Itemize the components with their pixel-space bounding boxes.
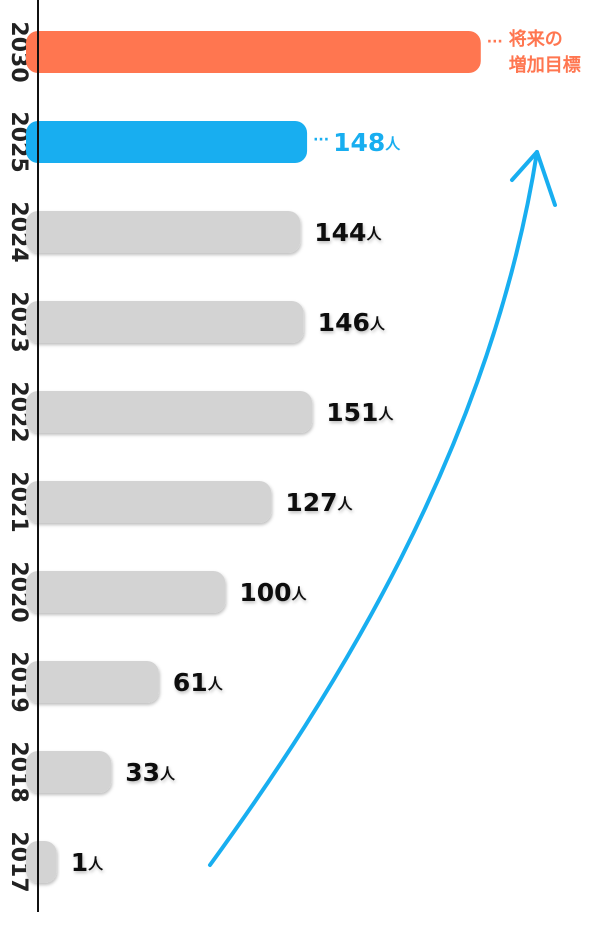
- value-label: 148人: [333, 128, 401, 157]
- leader-dots: ···: [313, 132, 329, 148]
- arrow-head: [510, 150, 557, 207]
- bar: [26, 301, 304, 343]
- value-label: 33人: [125, 758, 176, 787]
- bar: [26, 571, 226, 613]
- bar: [26, 211, 301, 253]
- bar: [26, 841, 57, 883]
- bar: [26, 391, 313, 433]
- annotation: 増加目標: [509, 54, 581, 76]
- value-label: 151人: [326, 398, 394, 427]
- bar: [26, 481, 272, 523]
- bar: [26, 31, 481, 73]
- value-label: 146人: [318, 308, 386, 337]
- value-label: 1人: [71, 848, 104, 877]
- annotation: 将来の: [509, 28, 563, 50]
- bar: [26, 121, 308, 163]
- value-label: 144人: [314, 218, 382, 247]
- bar: [26, 751, 112, 793]
- trend-arrow: [208, 150, 539, 867]
- bar: [26, 661, 159, 703]
- leader-dots: ···: [487, 34, 503, 50]
- value-label: 127人: [285, 488, 353, 517]
- value-label: 100人: [239, 578, 307, 607]
- value-label: 61人: [173, 668, 224, 697]
